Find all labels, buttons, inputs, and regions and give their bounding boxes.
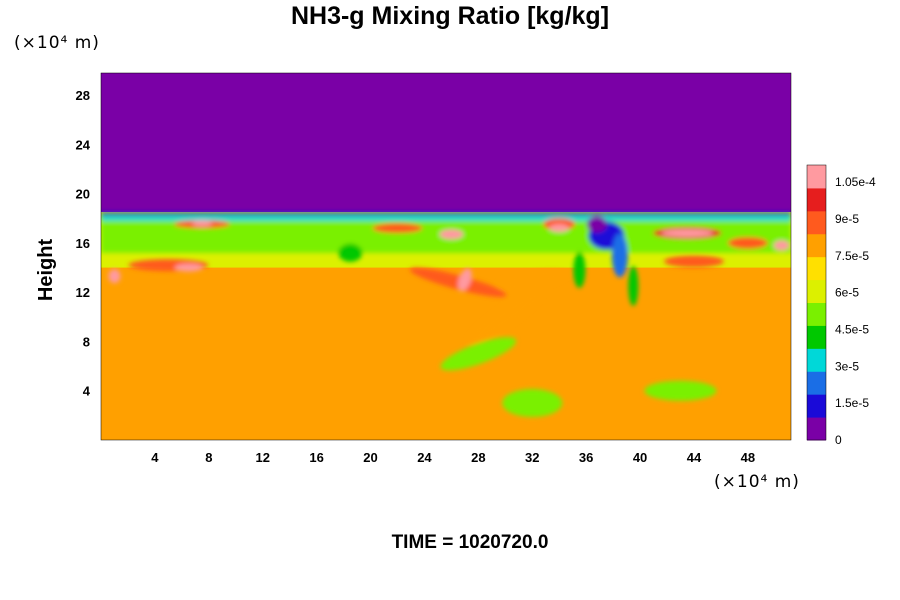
y-tick-label: 28 <box>76 88 90 103</box>
y-tick-label: 12 <box>76 285 90 300</box>
colorbar-swatch <box>807 348 826 372</box>
colorbar-tick-label: 1.05e-4 <box>835 175 876 189</box>
x-tick-label: 20 <box>363 450 377 465</box>
x-axis-ticks: 4 8 12 16 20 24 28 32 36 40 44 48 <box>151 450 755 465</box>
x-tick-label: 24 <box>417 450 432 465</box>
x-axis-unit: (×10⁴ m) <box>714 472 800 492</box>
colorbar-tick-label: 0 <box>835 433 842 447</box>
colorbar-swatch <box>807 394 826 418</box>
x-tick-label: 32 <box>525 450 539 465</box>
x-tick-label: 36 <box>579 450 593 465</box>
y-tick-label: 8 <box>83 334 90 349</box>
y-axis-ticks: 4 8 12 16 20 24 28 <box>76 88 91 399</box>
x-tick-label: 12 <box>255 450 269 465</box>
colorbar-tick-label: 6e-5 <box>835 286 859 300</box>
colorbar-tick-label: 4.5e-5 <box>835 323 869 337</box>
plot-frame <box>100 72 792 441</box>
y-tick-label: 20 <box>76 187 90 202</box>
colorbar: 0 1.5e-5 3e-5 4.5e-5 6e-5 7.5e-5 9e-5 1.05e-4 <box>806 164 876 447</box>
time-label: TIME = 1020720.0 <box>391 532 549 553</box>
x-tick-label: 40 <box>633 450 647 465</box>
chart-title: NH3-g Mixing Ratio [kg/kg] <box>290 2 610 30</box>
x-tick-label: 48 <box>741 450 755 465</box>
y-tick-label: 4 <box>83 384 91 399</box>
colorbar-swatch <box>807 256 826 281</box>
colorbar-tick-label: 7.5e-5 <box>835 249 869 263</box>
x-tick-label: 8 <box>205 450 212 465</box>
colorbar-swatch <box>807 302 826 326</box>
x-tick-label: 16 <box>309 450 323 465</box>
colorbar-swatch <box>807 417 826 441</box>
field-structures <box>101 212 791 418</box>
colorbar-swatch <box>807 279 826 303</box>
x-tick-label: 44 <box>687 450 702 465</box>
x-tick-label: 28 <box>471 450 485 465</box>
colorbar-tick-label: 3e-5 <box>835 359 859 373</box>
colorbar-swatch <box>807 325 826 349</box>
y-tick-label: 16 <box>76 236 90 251</box>
heatmap-region <box>101 73 791 213</box>
y-axis-unit: (×10⁴ m) <box>14 33 100 53</box>
colorbar-swatch <box>807 371 826 395</box>
colorbar-tick-label: 1.5e-5 <box>835 396 869 410</box>
colorbar-tick-label: 9e-5 <box>835 212 859 226</box>
colorbar-swatch <box>807 233 826 258</box>
colorbar-swatch <box>807 165 826 189</box>
plot-area <box>101 73 791 440</box>
y-tick-label: 24 <box>76 137 91 152</box>
x-tick-label: 4 <box>151 450 159 465</box>
colorbar-swatch <box>807 210 826 235</box>
colorbar-swatch <box>807 187 826 212</box>
